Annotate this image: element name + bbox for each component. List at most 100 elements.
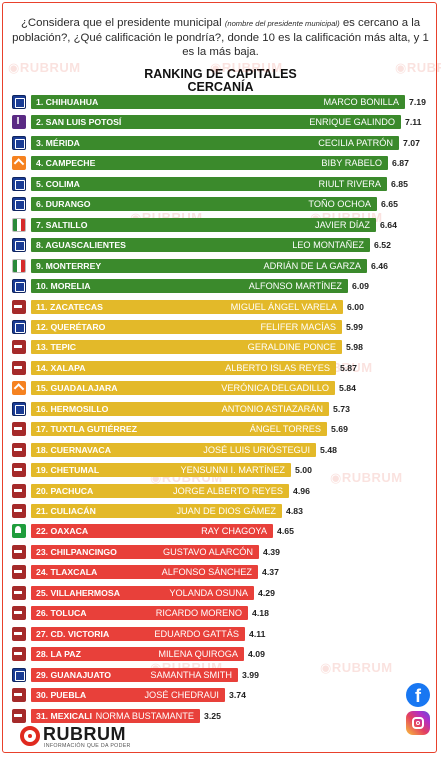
bar-category-label: 25. VILLAHERMOSA — [36, 588, 120, 598]
bar — [31, 197, 377, 211]
bar-mayor-name: ENRIQUE GALINDO — [309, 117, 395, 127]
bar-mayor-name: GERALDINE PONCE — [247, 342, 336, 352]
party-mor-icon — [12, 627, 26, 641]
bar-value-label: 5.84 — [339, 383, 356, 393]
bar-row: 12. QUERÉTARO FELIFER MACÍAS 5.99 — [0, 320, 441, 336]
bar-value-label: 4.18 — [252, 608, 269, 618]
bar-mayor-name: MILENA QUIROGA — [158, 649, 238, 659]
bar-category-label: 18. CUERNAVACA — [36, 445, 111, 455]
bar-row: 2. SAN LUIS POTOSÍ ENRIQUE GALINDO 7.11 — [0, 115, 441, 131]
party-pan-icon — [12, 136, 26, 150]
party-pan-icon — [12, 320, 26, 334]
instagram-icon[interactable] — [406, 711, 430, 735]
bar-row: 21. CULIACÁN JUAN DE DIOS GÁMEZ 4.83 — [0, 504, 441, 520]
bar — [31, 238, 370, 252]
bar-mayor-name: GUSTAVO ALARCÓN — [162, 547, 253, 557]
bar — [31, 259, 367, 273]
party-ind-icon — [12, 115, 26, 129]
bar-row: 17. TUXTLA GUTIÉRREZ ÁNGEL TORRES 5.69 — [0, 422, 441, 438]
bar-value-label: 3.99 — [242, 670, 259, 680]
bar — [31, 443, 316, 457]
survey-question: ¿Considera que el presidente municipal (… — [10, 16, 431, 59]
bar-category-label: 9. MONTERREY — [36, 261, 102, 271]
bar-category-label: 1. CHIHUAHUA — [36, 97, 99, 107]
bar-category-label: 17. TUXTLA GUTIÉRREZ — [36, 424, 138, 434]
bar-category-label: 21. CULIACÁN — [36, 506, 96, 516]
bar-mayor-name: YENSUNNI I. MARTÍNEZ — [180, 465, 285, 475]
party-mor-icon — [12, 688, 26, 702]
bar-mayor-name: MARCO BONILLA — [323, 97, 399, 107]
bar-category-label: 12. QUERÉTARO — [36, 322, 106, 332]
bar — [31, 95, 405, 109]
bar-row: 11. ZACATECAS MIGUEL ÁNGEL VARELA 6.00 — [0, 300, 441, 316]
bar-value-label: 6.52 — [374, 240, 391, 250]
party-pan-icon — [12, 238, 26, 252]
bar-mayor-name: EDUARDO GATTÁS — [154, 629, 239, 639]
bar-value-label: 6.85 — [391, 179, 408, 189]
facebook-icon[interactable]: f — [406, 683, 430, 707]
bar — [31, 709, 200, 723]
bar-category-label: 3. MÉRIDA — [36, 138, 80, 148]
bar-value-label: 5.98 — [346, 342, 363, 352]
bar-value-label: 7.19 — [409, 97, 426, 107]
bar-category-label: 19. CHETUMAL — [36, 465, 100, 475]
bar-category-label: 5. COLIMA — [36, 179, 80, 189]
party-mor-icon — [12, 606, 26, 620]
party-mor-icon — [12, 709, 26, 723]
bar-row: 19. CHETUMAL YENSUNNI I. MARTÍNEZ 5.00 — [0, 463, 441, 479]
bar-value-label: 5.69 — [331, 424, 348, 434]
bar-mayor-name: ALFONSO SÁNCHEZ — [161, 567, 252, 577]
bar-value-label: 7.07 — [403, 138, 420, 148]
bar-value-label: 4.96 — [293, 486, 310, 496]
bar-row: 13. TEPIC GERALDINE PONCE 5.98 — [0, 340, 441, 356]
bar-mayor-name: CECILIA PATRÓN — [318, 138, 393, 148]
bar-mayor-name: SAMANTHA SMITH — [150, 670, 232, 680]
bar-mayor-name: BIBY RABELO — [321, 158, 382, 168]
party-mor-icon — [12, 545, 26, 559]
party-mor-icon — [12, 463, 26, 477]
party-mor-icon — [12, 565, 26, 579]
party-mor-icon — [12, 340, 26, 354]
bar-value-label: 4.83 — [286, 506, 303, 516]
bar-value-label: 4.39 — [263, 547, 280, 557]
bar — [31, 484, 289, 498]
bar — [31, 422, 327, 436]
bar-row: 25. VILLAHERMOSA YOLANDA OSUNA 4.29 — [0, 586, 441, 602]
bar-mayor-name: ANTONIO ASTIAZARÁN — [221, 404, 323, 414]
bar-row: 30. PUEBLA JOSÉ CHEDRAUI 3.74 — [0, 688, 441, 704]
bar-row: 5. COLIMA RIULT RIVERA 6.85 — [0, 177, 441, 193]
bar — [31, 218, 376, 232]
bar-value-label: 4.29 — [258, 588, 275, 598]
bar — [31, 606, 248, 620]
bar-row: 31. MEXICALI NORMA BUSTAMANTE 3.25 — [0, 709, 441, 725]
bar-category-label: 7. SALTILLO — [36, 220, 88, 230]
bar-category-label: 22. OAXACA — [36, 526, 89, 536]
bar-category-label: 16. HERMOSILLO — [36, 404, 109, 414]
bar — [31, 688, 225, 702]
bar-category-label: 27. CD. VICTORIA — [36, 629, 110, 639]
bar-category-label: 31. MEXICALI — [36, 711, 92, 721]
bar-value-label: 5.48 — [320, 445, 337, 455]
bar — [31, 545, 259, 559]
bar-mayor-name: ÁNGEL TORRES — [249, 424, 321, 434]
bar — [31, 586, 254, 600]
bar-category-label: 14. XALAPA — [36, 363, 86, 373]
party-pri-icon — [12, 218, 26, 232]
bar-category-label: 10. MORELIA — [36, 281, 91, 291]
party-mor-icon — [12, 504, 26, 518]
bar — [31, 115, 401, 129]
bar — [31, 381, 335, 395]
bar-value-label: 4.65 — [277, 526, 294, 536]
bar-mayor-name: VERÓNICA DELGADILLO — [221, 383, 329, 393]
bar — [31, 279, 348, 293]
bar — [31, 647, 244, 661]
bar-mayor-name: RICARDO MORENO — [155, 608, 242, 618]
bar-mayor-name: FELIFER MACÍAS — [260, 322, 336, 332]
bar-value-label: 5.99 — [346, 322, 363, 332]
bar-row: 8. AGUASCALIENTES LEO MONTAÑEZ 6.52 — [0, 238, 441, 254]
bar-value-label: 5.87 — [340, 363, 357, 373]
chart-subtitle: CERCANÍA — [187, 80, 254, 94]
bar — [31, 300, 343, 314]
bar-mayor-name: LEO MONTAÑEZ — [292, 240, 364, 250]
page-frame — [2, 2, 437, 753]
